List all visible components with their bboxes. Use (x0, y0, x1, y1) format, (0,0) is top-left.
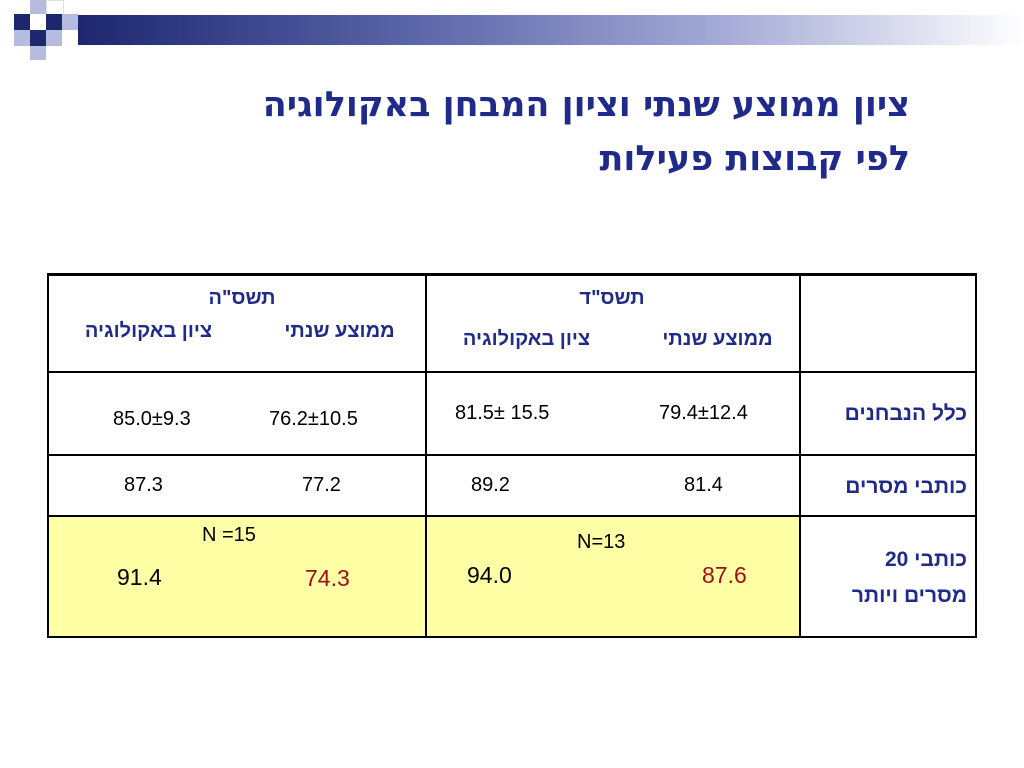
table-border-bottom (47, 636, 977, 638)
year-header-tashsad: תשס"ד (579, 287, 645, 309)
col-header-annual: ממוצע שנתי (662, 328, 773, 350)
deco-square (62, 14, 78, 30)
col-header-ecology: ציון באקולוגיה (462, 328, 591, 350)
table-divider (47, 371, 977, 373)
deco-square (30, 14, 46, 30)
cell-tashsad-annual: 81.4 (684, 474, 723, 496)
cell-tashsad-ecology: 94.0 (467, 562, 512, 588)
deco-square (30, 46, 46, 60)
cell-tashsad-ecology: 89.2 (471, 474, 510, 496)
deco-square (46, 30, 62, 46)
col-header-annual: ממוצע שנתי (284, 320, 395, 342)
table-divider (47, 454, 977, 456)
cell-tashsad-annual: 79.4±12.4 (659, 402, 748, 424)
cell-tashsah-n: N =15 (202, 524, 256, 546)
table-divider (47, 515, 977, 517)
deco-square (14, 14, 30, 30)
col-header-ecology: ציון באקולוגיה (84, 320, 213, 342)
slide-title-line1: ציון ממוצע שנתי וציון המבחן באקולוגיה (262, 85, 910, 125)
cell-tashsah-annual: 77.2 (302, 474, 341, 496)
highlight-row-bg (47, 516, 800, 638)
cell-tashsah-ecology: 85.0±9.3 (113, 408, 191, 430)
table-border-top (47, 273, 977, 276)
cell-tashsad-ecology: 81.5± 15.5 (455, 402, 550, 424)
cell-tashsah-ecology: 87.3 (124, 474, 163, 496)
row-label-20plus-line1: כותבי 20 (884, 548, 967, 571)
row-label-message-writers: כותבי מסרים (845, 475, 967, 498)
deco-square (46, 14, 62, 30)
deco-square (30, 0, 46, 14)
cell-tashsah-annual: 76.2±10.5 (269, 408, 358, 430)
cell-tashsad-n: N=13 (577, 531, 626, 553)
results-table: תשס"ה ממוצע שנתי ציון באקולוגיה תשס"ד ממ… (47, 273, 977, 638)
year-header-tashsah: תשס"ה (208, 287, 276, 309)
slide-title-line2: לפי קבוצות פעילות (599, 139, 910, 179)
row-label-all-examinees: כלל הנבחנים (844, 402, 967, 425)
cell-tashsad-annual: 87.6 (702, 562, 747, 588)
deco-square (14, 30, 30, 46)
cell-tashsah-annual: 74.3 (305, 565, 350, 591)
cell-tashsah-ecology: 91.4 (117, 564, 162, 590)
row-label-20plus-line2: מסרים ויותר (851, 584, 967, 607)
header-gradient-band (78, 15, 1024, 45)
deco-square (30, 30, 46, 46)
